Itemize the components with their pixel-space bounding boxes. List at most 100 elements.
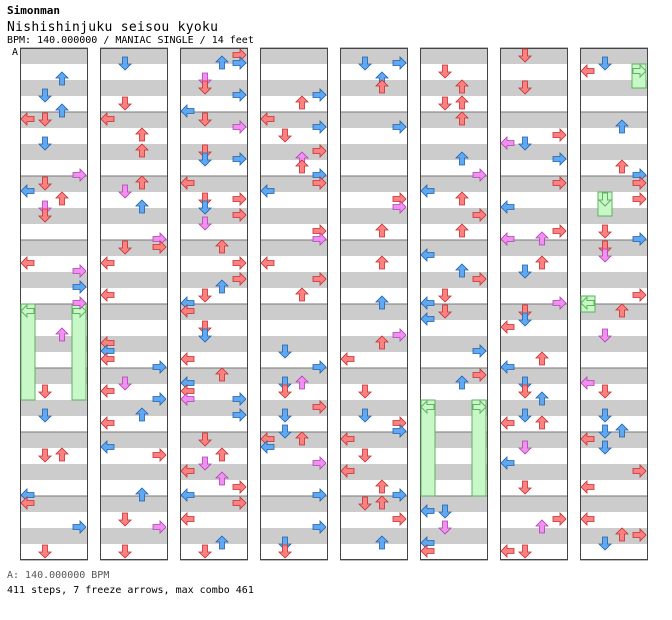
step-arrow-right [152,360,167,374]
step-arrow-left [420,504,435,518]
step-arrow-right [152,448,167,462]
beat-stripe [260,112,328,128]
freeze-arrow-head [472,399,487,415]
chart-column [500,47,568,561]
step-arrow-up [375,535,389,550]
step-arrow-right [552,176,567,190]
chart-column [580,47,648,561]
step-arrow-right [632,192,647,206]
bpm-legend: A: 140.000000 BPM [7,570,110,581]
step-arrow-up [455,111,469,126]
beat-stripe [260,304,328,320]
step-arrow-left [340,464,355,478]
beat-stripe [20,528,88,544]
beat-stripe [20,208,88,224]
step-arrow-left [180,488,195,502]
beat-stripe [340,176,408,192]
beat-stripe [100,272,168,288]
step-arrow-right [152,392,167,406]
beat-stripe [100,48,168,64]
beat-stripe [180,176,248,192]
beat-stripe [100,144,168,160]
step-arrow-right [552,296,567,310]
beat-stripe [580,144,648,160]
step-arrow-right [392,512,407,526]
step-arrow-down [358,496,372,511]
beat-stripe [20,240,88,256]
step-arrow-down [38,448,52,463]
step-arrow-down [38,208,52,223]
beat-stripe [100,304,168,320]
step-arrow-left [100,416,115,430]
step-arrow-down [118,184,132,199]
beat-stripe [580,112,648,128]
step-arrow-up [535,231,549,246]
step-arrow-down [198,432,212,447]
chart-column [340,47,408,561]
step-arrow-left [20,496,35,510]
beat-stripe [500,304,568,320]
step-arrow-right [392,488,407,502]
step-arrow-left [580,376,595,390]
step-arrow-up [55,327,69,342]
step-arrow-up [135,143,149,158]
step-arrow-left [20,184,35,198]
beat-stripe [340,48,408,64]
step-arrow-up [215,239,229,254]
step-arrow-left [180,352,195,366]
step-arrow-right [72,520,87,534]
beat-stripe [260,176,328,192]
beat-stripe [340,304,408,320]
step-arrow-left [180,512,195,526]
beat-stripe [20,80,88,96]
step-arrow-down [118,376,132,391]
step-arrow-down [118,544,132,559]
step-arrow-down [598,328,612,343]
beat-stripe [20,144,88,160]
step-arrow-down [278,384,292,399]
step-arrow-down [198,80,212,95]
beat-stripe [260,208,328,224]
step-arrow-up [55,191,69,206]
beat-stripe [180,48,248,64]
step-arrow-down [198,544,212,559]
beat-stripe [580,528,648,544]
beat-stripe [340,112,408,128]
step-arrow-right [232,496,247,510]
beat-stripe [180,368,248,384]
step-arrow-up [455,375,469,390]
step-arrow-up [215,471,229,486]
step-arrow-right [632,288,647,302]
step-arrow-down [38,176,52,191]
step-arrow-down [598,536,612,551]
beat-stripe [580,176,648,192]
beat-stripe [500,464,568,480]
step-arrow-up [295,287,309,302]
step-arrow-up [535,391,549,406]
beat-stripe [20,48,88,64]
beat-stripe [100,528,168,544]
step-arrow-up [375,335,389,350]
beat-stripe [340,496,408,512]
step-arrow-down [438,520,452,535]
beat-stripe [580,272,648,288]
beat-stripe [180,112,248,128]
beat-stripe [420,304,488,320]
beat-stripe [100,496,168,512]
step-arrow-left [500,456,515,470]
step-arrow-down [278,344,292,359]
step-arrow-up [295,159,309,174]
beat-stripe [500,208,568,224]
beat-stripe [420,368,488,384]
step-arrow-up [615,119,629,134]
step-arrow-right [472,208,487,222]
step-arrow-down [38,88,52,103]
beat-stripe [420,496,488,512]
step-arrow-right [552,512,567,526]
beat-stripe [500,272,568,288]
step-arrow-up [55,447,69,462]
beat-stripe [420,240,488,256]
step-arrow-up [455,95,469,110]
beat-stripe [340,528,408,544]
step-arrow-up [215,367,229,382]
